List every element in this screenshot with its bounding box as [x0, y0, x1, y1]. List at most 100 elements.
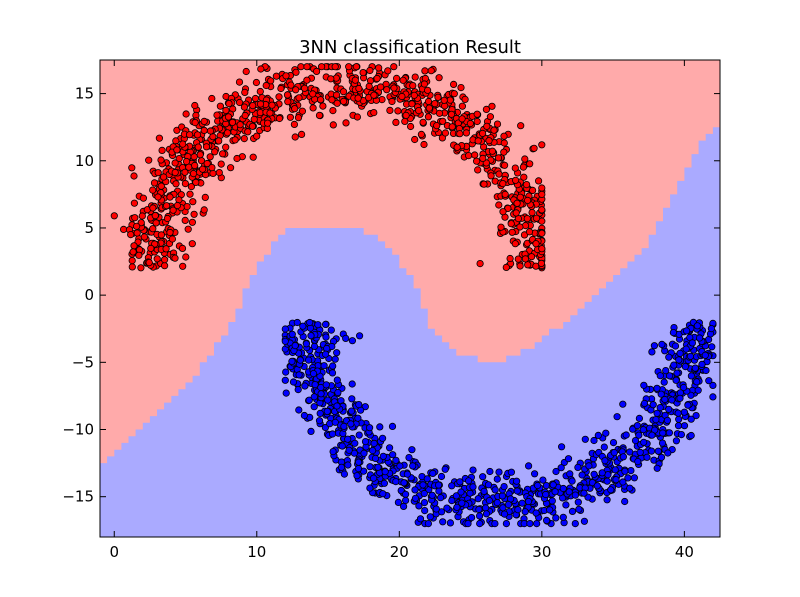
data-point [310, 393, 318, 401]
data-point [538, 229, 546, 237]
data-point [688, 339, 697, 347]
data-point [365, 82, 373, 91]
data-point [216, 102, 224, 110]
data-point [680, 422, 689, 430]
data-point [500, 132, 508, 140]
data-point [458, 499, 466, 507]
data-point [200, 206, 208, 214]
data-point [484, 481, 493, 489]
data-point [173, 201, 181, 210]
data-point [130, 172, 138, 180]
data-point [676, 349, 684, 357]
data-point [253, 132, 261, 140]
data-point [155, 134, 163, 142]
data-point [681, 362, 690, 371]
data-point [219, 150, 227, 158]
data-point [324, 396, 332, 404]
data-point [538, 190, 546, 198]
data-point [679, 383, 688, 392]
data-point [588, 478, 597, 487]
data-point [133, 222, 141, 230]
data-point [654, 447, 662, 455]
data-point [145, 156, 153, 164]
data-point [131, 214, 139, 222]
data-point [705, 377, 713, 385]
data-point [521, 508, 529, 516]
data-point [352, 63, 360, 71]
y-tick-label: 5 [84, 219, 94, 237]
y-tick-label: 10 [75, 152, 94, 170]
data-point [394, 107, 402, 115]
data-point [462, 129, 470, 137]
data-point [457, 488, 465, 496]
data-point [508, 228, 516, 236]
data-point [691, 364, 699, 372]
data-point [521, 155, 529, 163]
data-point [528, 186, 537, 194]
data-point [659, 429, 667, 437]
data-point [464, 477, 473, 485]
data-point [398, 92, 406, 101]
data-point [231, 136, 239, 144]
data-point [506, 254, 514, 263]
data-point [621, 467, 629, 475]
data-point [423, 86, 432, 94]
data-point [647, 447, 656, 455]
data-point [329, 447, 337, 456]
y-tick-label: 0 [84, 286, 94, 304]
data-point [309, 104, 317, 112]
data-point [348, 380, 356, 388]
data-point [698, 360, 706, 368]
data-point [244, 128, 252, 136]
data-point [562, 501, 570, 509]
data-point [213, 111, 221, 119]
data-point [296, 356, 304, 364]
data-point [366, 484, 374, 492]
data-point [538, 141, 546, 149]
data-point [345, 446, 353, 454]
data-point [416, 515, 425, 523]
data-point [399, 502, 408, 510]
data-point [424, 113, 432, 121]
data-point [403, 470, 411, 478]
data-point [300, 411, 308, 420]
data-point [191, 161, 199, 170]
data-point [629, 425, 637, 433]
data-point [388, 97, 396, 106]
data-point [369, 474, 378, 482]
data-point [386, 106, 394, 115]
data-point [426, 513, 434, 521]
data-point [215, 169, 223, 177]
data-point [322, 381, 330, 389]
data-point [537, 259, 546, 267]
data-point [282, 368, 290, 376]
data-point [687, 431, 695, 440]
data-point [158, 146, 166, 154]
data-point [664, 449, 672, 457]
data-point [332, 91, 341, 99]
data-point [538, 184, 546, 192]
data-point [692, 411, 700, 420]
data-point [306, 318, 314, 327]
data-point [251, 94, 259, 103]
data-point [236, 121, 244, 129]
data-point [328, 369, 337, 377]
data-point [452, 492, 460, 500]
data-point [456, 478, 464, 486]
x-tick-label: 30 [532, 543, 551, 561]
data-point [538, 217, 546, 225]
data-point [399, 76, 407, 84]
data-point [636, 448, 644, 456]
data-point [428, 491, 436, 499]
data-point [526, 160, 534, 168]
data-point [479, 154, 487, 162]
data-point [568, 477, 576, 485]
data-point [295, 371, 303, 379]
data-point [621, 497, 629, 506]
data-point [344, 435, 352, 443]
data-point [485, 496, 493, 505]
data-point [483, 122, 491, 130]
data-point [532, 240, 540, 248]
data-point [228, 118, 237, 127]
data-point [439, 518, 447, 526]
